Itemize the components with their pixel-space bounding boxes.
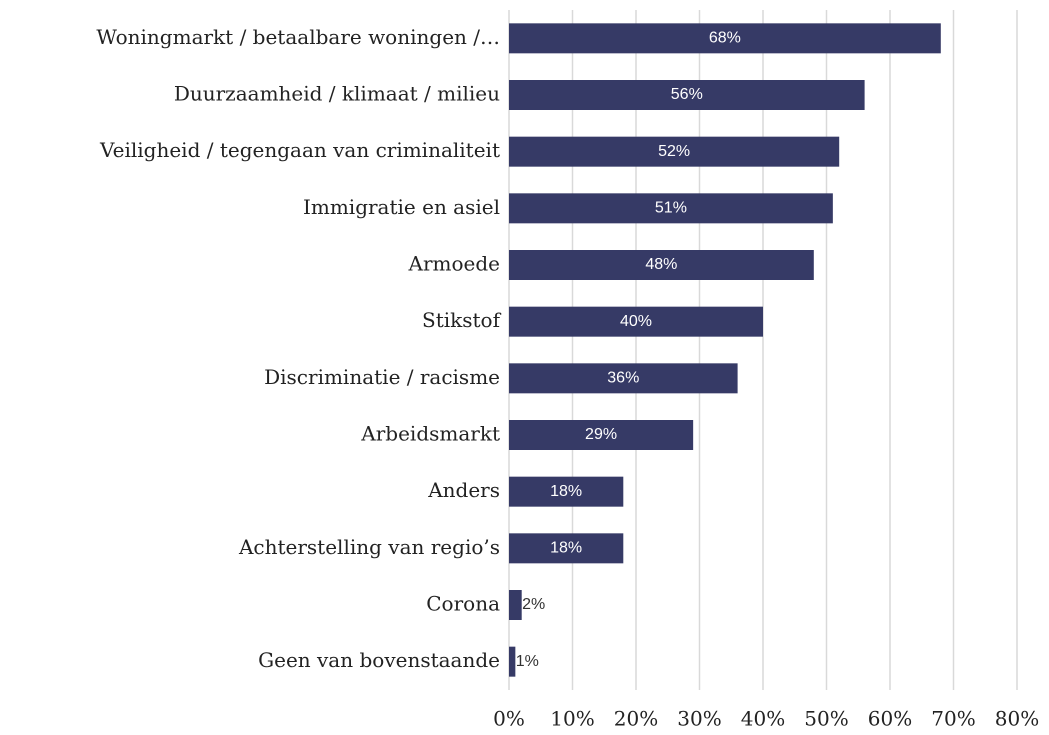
- category-label: Armoede: [408, 252, 500, 276]
- category-label: Achterstelling van regio’s: [238, 535, 500, 559]
- category-label: Geen van bovenstaande: [258, 648, 500, 672]
- x-tick-label: 30%: [677, 707, 721, 731]
- bar: [509, 136, 840, 167]
- value-label: 2%: [522, 596, 545, 613]
- value-label: 1%: [516, 653, 539, 670]
- category-label: Duurzaamheid / klimaat / milieu: [174, 82, 500, 106]
- bar: [509, 590, 522, 620]
- value-label: 29%: [585, 426, 617, 443]
- category-label: Discriminatie / racisme: [264, 365, 500, 389]
- value-label: 36%: [607, 370, 639, 387]
- bar: [509, 646, 516, 677]
- category-label: Stikstof: [422, 308, 502, 332]
- x-tick-label: 60%: [868, 707, 912, 731]
- value-label: 18%: [550, 540, 582, 557]
- bar: [509, 23, 941, 54]
- bar: [509, 420, 694, 450]
- bar: [509, 306, 763, 337]
- bar: [509, 363, 738, 394]
- value-label: 68%: [709, 30, 741, 47]
- x-tick-label: 80%: [995, 707, 1039, 731]
- category-label: Immigratie en asiel: [303, 195, 500, 219]
- value-label: 18%: [550, 483, 582, 500]
- category-label: Corona: [426, 592, 500, 616]
- category-label: Arbeidsmarkt: [360, 422, 500, 446]
- x-tick-label: 50%: [804, 707, 848, 731]
- category-label: Veiligheid / tegengaan van criminaliteit: [99, 138, 500, 162]
- x-tick-label: 20%: [614, 707, 658, 731]
- bar: [509, 533, 624, 564]
- x-tick-label: 70%: [931, 707, 975, 731]
- category-label: Woningmarkt / betaalbare woningen /…: [96, 25, 500, 49]
- value-label: 40%: [620, 313, 652, 330]
- x-tick-label: 0%: [493, 707, 525, 731]
- bar: [509, 80, 865, 110]
- bar: [509, 250, 814, 280]
- value-label: 48%: [645, 256, 677, 273]
- bar: [509, 476, 624, 507]
- bar: [509, 193, 833, 224]
- x-tick-label: 10%: [550, 707, 594, 731]
- value-label: 56%: [671, 86, 703, 103]
- value-label: 51%: [655, 200, 687, 217]
- value-label: 52%: [658, 143, 690, 160]
- x-tick-label: 40%: [741, 707, 785, 731]
- category-label: Anders: [427, 478, 500, 502]
